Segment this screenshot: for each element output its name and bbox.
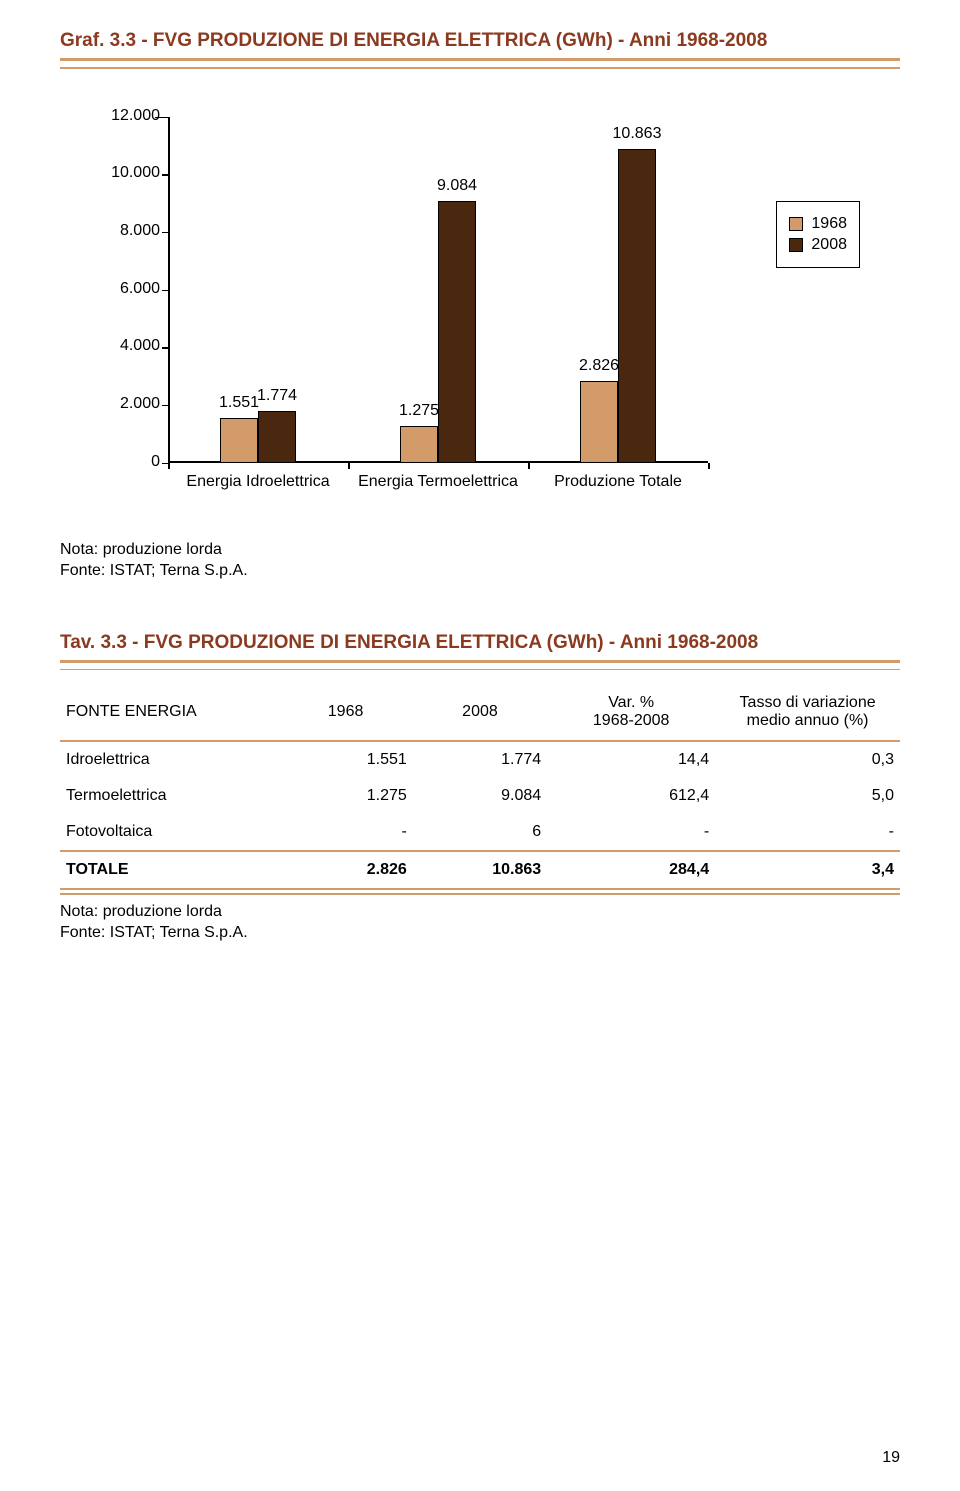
y-tick-label: 4.000 (100, 337, 160, 355)
bar (258, 411, 296, 462)
table-note-line: Fonte: ISTAT; Terna S.p.A. (60, 922, 900, 944)
table-column-header: Tasso di variazionemedio annuo (%) (715, 684, 900, 741)
category-label: Produzione Totale (528, 473, 708, 491)
bar-value-label: 10.863 (608, 125, 666, 143)
bar-value-label: 2.826 (570, 357, 628, 375)
bar-value-label: 1.275 (390, 402, 448, 420)
y-tick-label: 12.000 (100, 107, 160, 125)
y-tick-label: 10.000 (100, 164, 160, 182)
legend-label: 1968 (811, 215, 847, 233)
table-cell: 1.275 (278, 778, 412, 814)
table-cell: Idroelettrica (60, 741, 278, 778)
legend-item: 1968 (789, 215, 847, 233)
x-tick (168, 463, 170, 469)
chart-note-line: Fonte: ISTAT; Terna S.p.A. (60, 560, 900, 582)
table-cell: 10.863 (413, 851, 547, 889)
plot-area: 1.5511.774Energia Idroelettrica1.2759.08… (168, 117, 708, 463)
bar-value-label: 1.774 (248, 387, 306, 405)
table-column-header: FONTE ENERGIA (60, 684, 278, 741)
table-title-rule-thick (60, 660, 900, 663)
table-cell: 284,4 (547, 851, 715, 889)
table-cell: 5,0 (715, 778, 900, 814)
bar-chart: 12.000 10.000 8.000 6.000 4.000 2.000 0 1.5511… (100, 109, 860, 489)
table-cell: - (547, 814, 715, 851)
x-tick (708, 463, 710, 469)
table-title-rule-thin (60, 669, 900, 671)
table-bottom-rule (60, 893, 900, 895)
chart-note: Nota: produzione lorda Fonte: ISTAT; Ter… (60, 539, 900, 582)
data-table: FONTE ENERGIA19682008Var. %1968-2008Tass… (60, 684, 900, 890)
table-row: Termoelettrica1.2759.084612,45,0 (60, 778, 900, 814)
x-tick (348, 463, 350, 469)
table-title: Tav. 3.3 - FVG PRODUZIONE DI ENERGIA ELE… (60, 632, 900, 654)
y-tick-label: 6.000 (100, 280, 160, 298)
table-cell: 6 (413, 814, 547, 851)
legend-swatch (789, 238, 803, 252)
table-row: Fotovoltaica-6-- (60, 814, 900, 851)
bar (580, 381, 618, 462)
table-cell: 612,4 (547, 778, 715, 814)
table-row: Idroelettrica1.5511.77414,40,3 (60, 741, 900, 778)
table-cell: 3,4 (715, 851, 900, 889)
table-cell: 1.774 (413, 741, 547, 778)
table-cell: Fotovoltaica (60, 814, 278, 851)
y-tick-label: 8.000 (100, 222, 160, 240)
y-tick-label: 2.000 (100, 395, 160, 413)
page-number: 19 (882, 1449, 900, 1467)
chart-title: Graf. 3.3 - FVG PRODUZIONE DI ENERGIA EL… (60, 30, 900, 52)
bar (220, 418, 258, 463)
table-total-row: TOTALE2.82610.863284,43,4 (60, 851, 900, 889)
chart-title-rule-thin (60, 67, 900, 69)
table-header-row: FONTE ENERGIA19682008Var. %1968-2008Tass… (60, 684, 900, 741)
bar (438, 201, 476, 463)
table-cell: 14,4 (547, 741, 715, 778)
category-label: Energia Termoelettrica (348, 473, 528, 491)
legend: 1968 2008 (776, 201, 860, 268)
chart-note-line: Nota: produzione lorda (60, 539, 900, 561)
bar-value-label: 9.084 (428, 177, 486, 195)
legend-label: 2008 (811, 236, 847, 254)
table-cell: - (715, 814, 900, 851)
table-cell: 2.826 (278, 851, 412, 889)
table-note-line: Nota: produzione lorda (60, 901, 900, 923)
table-cell: 0,3 (715, 741, 900, 778)
table-column-header: 1968 (278, 684, 412, 741)
x-tick (528, 463, 530, 469)
table-note: Nota: produzione lorda Fonte: ISTAT; Ter… (60, 901, 900, 944)
legend-swatch (789, 217, 803, 231)
table-cell: 1.551 (278, 741, 412, 778)
table-column-header: 2008 (413, 684, 547, 741)
bar (618, 149, 656, 462)
table-cell: TOTALE (60, 851, 278, 889)
chart-title-rule-thick (60, 58, 900, 61)
table-cell: 9.084 (413, 778, 547, 814)
legend-item: 2008 (789, 236, 847, 254)
table-cell: Termoelettrica (60, 778, 278, 814)
table-column-header: Var. %1968-2008 (547, 684, 715, 741)
bar (400, 426, 438, 463)
table-cell: - (278, 814, 412, 851)
y-tick-label: 0 (100, 453, 160, 471)
category-label: Energia Idroelettrica (168, 473, 348, 491)
